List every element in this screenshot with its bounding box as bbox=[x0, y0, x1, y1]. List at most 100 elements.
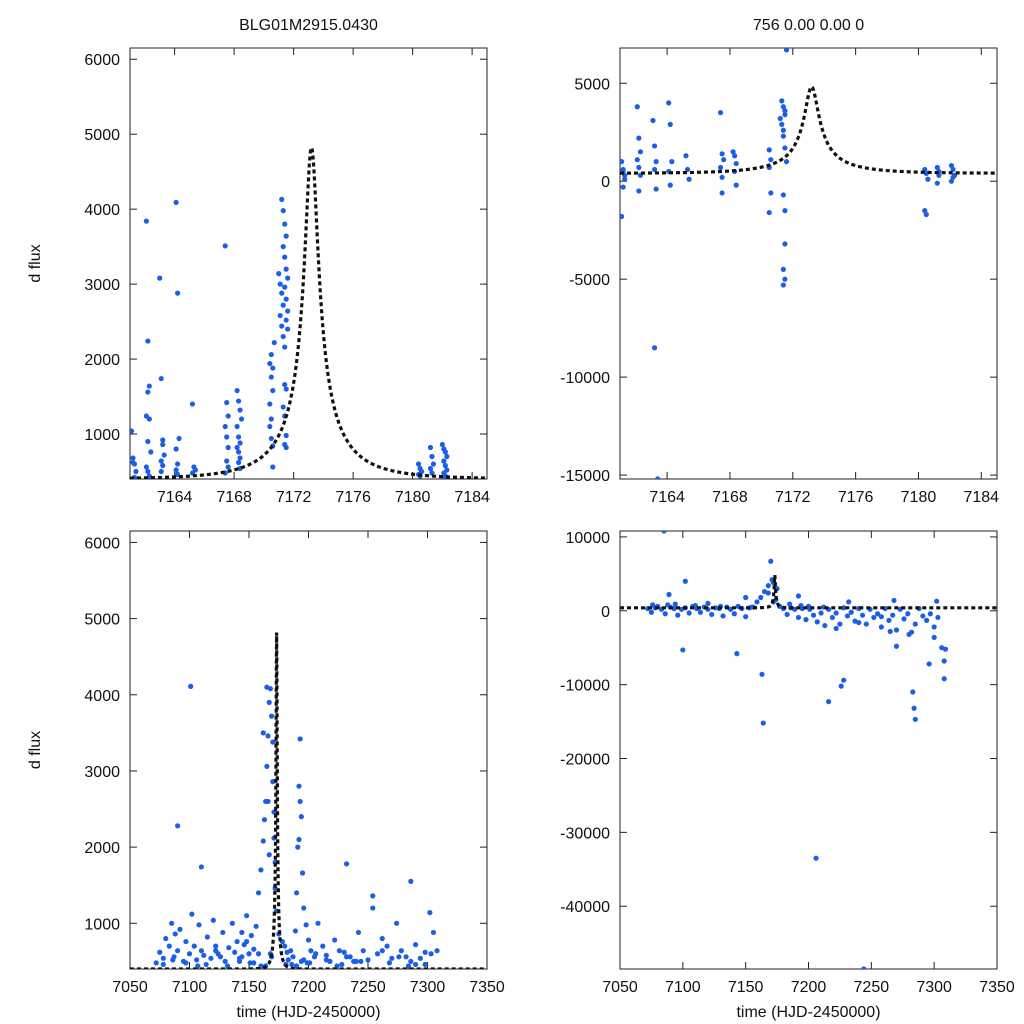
data-point bbox=[339, 961, 345, 968]
data-point bbox=[733, 160, 739, 167]
data-point bbox=[743, 594, 749, 601]
data-point bbox=[941, 676, 947, 682]
data-point bbox=[782, 208, 788, 214]
data-point bbox=[417, 955, 423, 961]
x-tick-label: 7180 bbox=[395, 489, 431, 506]
y-tick-label: 0 bbox=[601, 174, 610, 191]
data-point bbox=[271, 809, 277, 815]
data-point bbox=[651, 143, 658, 149]
y-tick-label: 3000 bbox=[84, 277, 120, 294]
data-point bbox=[829, 614, 835, 621]
data-point bbox=[717, 164, 724, 171]
data-point bbox=[787, 601, 793, 607]
data-point bbox=[130, 459, 136, 466]
data-point bbox=[783, 48, 790, 53]
data-point bbox=[297, 736, 303, 742]
data-point bbox=[360, 948, 366, 954]
data-point bbox=[441, 458, 447, 464]
data-point bbox=[239, 929, 245, 936]
data-point bbox=[234, 444, 240, 451]
x-tick-label: 7250 bbox=[350, 979, 386, 996]
data-point bbox=[285, 275, 291, 281]
data-point bbox=[948, 162, 955, 169]
x-tick-label: 7168 bbox=[712, 489, 748, 506]
data-point bbox=[158, 468, 164, 475]
x-tick-label: 7050 bbox=[112, 979, 148, 996]
data-point bbox=[948, 178, 955, 184]
data-point bbox=[442, 449, 448, 455]
data-point bbox=[264, 763, 270, 769]
data-point bbox=[153, 960, 159, 966]
data-point bbox=[927, 611, 933, 617]
data-point bbox=[173, 446, 179, 452]
data-point bbox=[157, 275, 163, 281]
x-tick-label: 7168 bbox=[216, 489, 252, 506]
chart-title: BLG01M2915.0430 bbox=[239, 17, 378, 34]
data-point bbox=[765, 590, 771, 596]
data-point bbox=[634, 104, 640, 110]
data-point bbox=[307, 960, 313, 966]
y-tick-label: -15000 bbox=[560, 468, 610, 485]
data-point bbox=[848, 609, 854, 615]
data-point bbox=[780, 104, 786, 110]
data-point bbox=[146, 416, 152, 422]
data-point bbox=[251, 946, 257, 952]
x-tick-label: 7184 bbox=[963, 489, 999, 506]
data-point bbox=[863, 621, 869, 627]
data-point bbox=[622, 176, 628, 182]
data-point bbox=[201, 952, 207, 958]
x-tick-label: 7200 bbox=[291, 979, 327, 996]
data-point bbox=[260, 838, 266, 844]
data-point bbox=[841, 677, 847, 683]
data-point bbox=[861, 966, 867, 969]
data-point bbox=[766, 209, 772, 216]
data-point bbox=[145, 468, 151, 475]
data-point bbox=[234, 387, 240, 394]
data-point bbox=[833, 625, 839, 632]
data-point bbox=[270, 739, 276, 745]
y-tick-label: 5000 bbox=[84, 612, 120, 629]
data-point bbox=[620, 166, 626, 173]
data-point bbox=[292, 928, 299, 934]
data-point bbox=[403, 954, 409, 960]
data-point bbox=[166, 943, 172, 949]
data-point bbox=[323, 957, 329, 963]
data-point bbox=[439, 441, 445, 448]
data-point bbox=[384, 943, 390, 949]
data-point bbox=[267, 423, 273, 430]
x-tick-label: 7350 bbox=[469, 979, 505, 996]
plot-area bbox=[130, 145, 487, 479]
data-point bbox=[283, 296, 289, 302]
data-point bbox=[213, 943, 219, 949]
data-point bbox=[846, 599, 852, 605]
data-point bbox=[213, 948, 219, 954]
data-point bbox=[727, 606, 734, 612]
data-point bbox=[264, 684, 270, 690]
data-point bbox=[661, 531, 667, 534]
y-tick-label: -10000 bbox=[560, 678, 610, 695]
data-point bbox=[779, 121, 785, 128]
panel-top-right: 7164 7168 7172 7176 7180 7184 -15000 -10000 -500… bbox=[560, 17, 999, 506]
data-point bbox=[871, 614, 877, 621]
data-point bbox=[686, 176, 692, 182]
y-tick-label: -30000 bbox=[560, 825, 610, 842]
data-point bbox=[146, 473, 152, 479]
data-point bbox=[734, 651, 740, 657]
data-point bbox=[296, 836, 302, 843]
data-point bbox=[780, 127, 786, 133]
data-point bbox=[666, 100, 672, 106]
data-point bbox=[413, 942, 419, 948]
data-point bbox=[305, 937, 312, 943]
data-point bbox=[268, 435, 274, 442]
data-point bbox=[430, 929, 437, 936]
data-point bbox=[266, 699, 272, 705]
data-point bbox=[280, 333, 286, 340]
data-point bbox=[271, 339, 277, 346]
data-point bbox=[893, 627, 900, 633]
data-point bbox=[655, 476, 661, 479]
data-point bbox=[220, 929, 226, 936]
data-point bbox=[130, 428, 135, 434]
x-tick-label: 7164 bbox=[649, 489, 685, 506]
data-point bbox=[130, 455, 136, 461]
data-point bbox=[226, 945, 232, 951]
